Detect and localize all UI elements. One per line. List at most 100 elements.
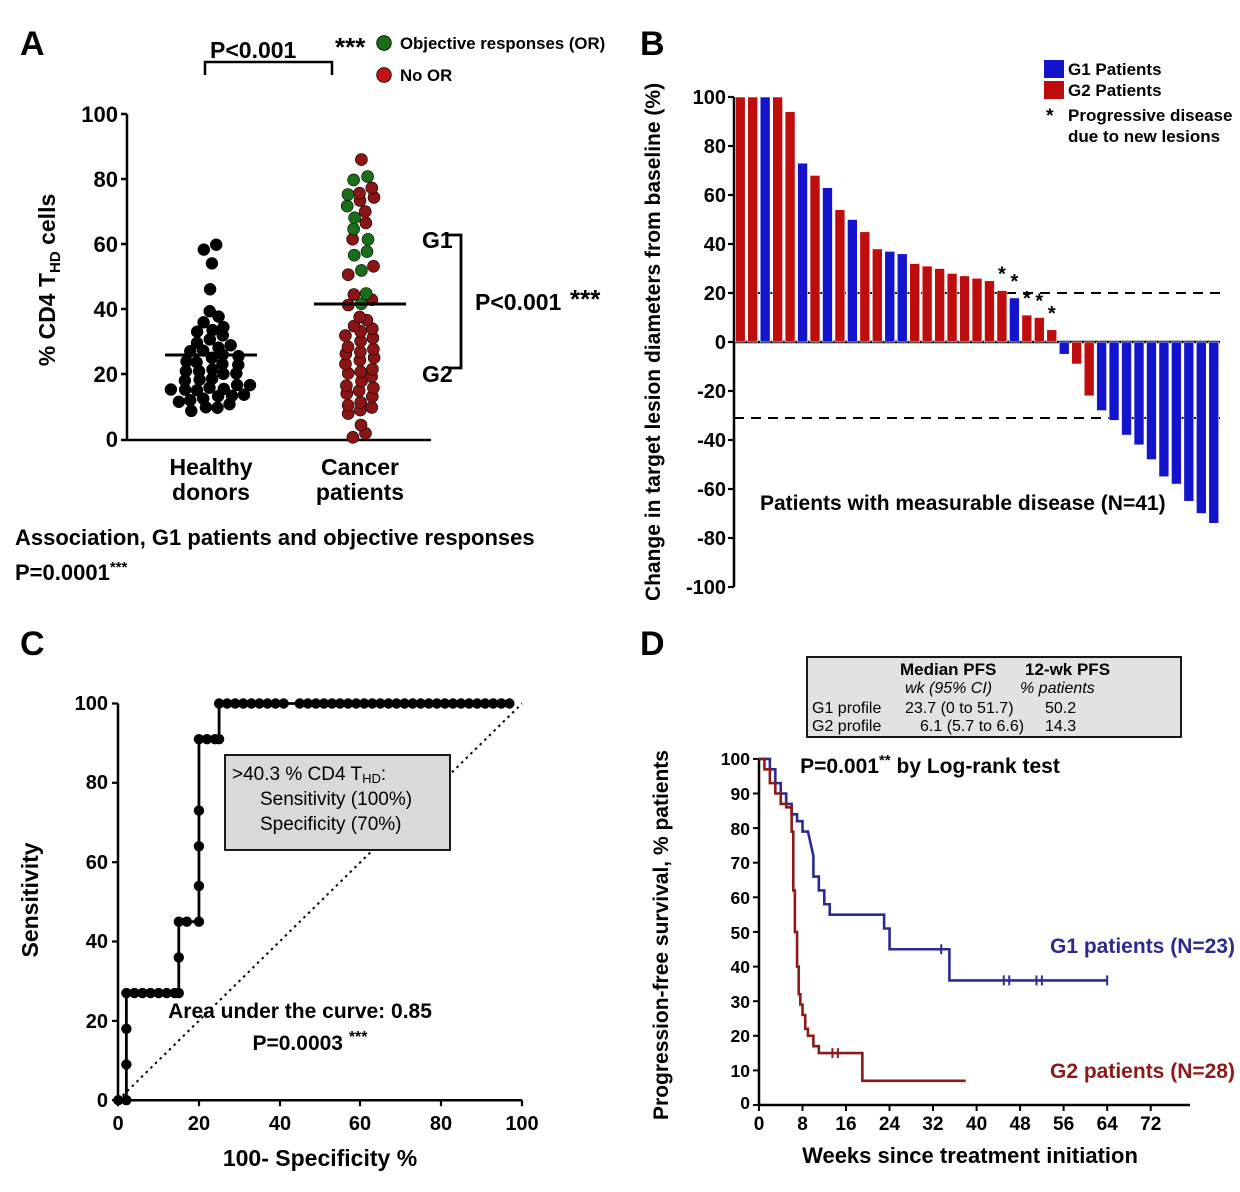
svg-text:40: 40 bbox=[269, 1113, 291, 1135]
svg-text:Sensitivity: Sensitivity bbox=[17, 842, 43, 957]
svg-text:***: *** bbox=[335, 32, 366, 62]
svg-text:0: 0 bbox=[740, 1093, 750, 1113]
svg-text:14.3: 14.3 bbox=[1045, 718, 1076, 735]
svg-text:12-wk PFS: 12-wk PFS bbox=[1025, 660, 1110, 679]
svg-text:80: 80 bbox=[704, 136, 726, 158]
svg-text:20: 20 bbox=[86, 1011, 108, 1033]
svg-text:G2 profile: G2 profile bbox=[812, 718, 881, 735]
svg-text:70: 70 bbox=[731, 853, 751, 873]
svg-text:Specificity (70%): Specificity (70%) bbox=[260, 814, 402, 835]
svg-text:Change in target lesion diamet: Change in target lesion diameters from b… bbox=[642, 83, 665, 600]
svg-text:G2 patients (N=28): G2 patients (N=28) bbox=[1050, 1060, 1235, 1083]
svg-text:100: 100 bbox=[75, 693, 108, 715]
svg-text:-60: -60 bbox=[697, 479, 726, 501]
svg-text:*: * bbox=[1048, 303, 1056, 325]
svg-text:60: 60 bbox=[704, 185, 726, 207]
svg-text:24: 24 bbox=[879, 1114, 901, 1135]
svg-text:G1: G1 bbox=[422, 227, 453, 253]
svg-text:48: 48 bbox=[1010, 1114, 1031, 1135]
svg-text:8: 8 bbox=[797, 1114, 808, 1135]
svg-text:0: 0 bbox=[754, 1114, 765, 1135]
svg-text:60: 60 bbox=[94, 232, 118, 257]
svg-text:Association, G1 patients and o: Association, G1 patients and objective r… bbox=[15, 525, 535, 550]
svg-text:G1 Patients: G1 Patients bbox=[1068, 60, 1162, 79]
svg-text:32: 32 bbox=[922, 1114, 943, 1135]
svg-text:10: 10 bbox=[731, 1061, 751, 1081]
svg-text:20: 20 bbox=[188, 1113, 210, 1135]
svg-text:80: 80 bbox=[86, 772, 108, 794]
svg-text:*: * bbox=[1010, 271, 1018, 293]
svg-text:D: D bbox=[640, 625, 665, 663]
svg-text:Progressive disease: Progressive disease bbox=[1068, 106, 1232, 125]
svg-text:0: 0 bbox=[715, 332, 726, 354]
svg-text:80: 80 bbox=[94, 167, 118, 192]
svg-text:40: 40 bbox=[704, 234, 726, 256]
svg-text:G1 patients (N=23): G1 patients (N=23) bbox=[1050, 935, 1235, 958]
svg-text:donors: donors bbox=[172, 479, 250, 505]
svg-text:B: B bbox=[640, 25, 665, 63]
svg-text:No OR: No OR bbox=[400, 66, 452, 85]
svg-text:30: 30 bbox=[731, 992, 751, 1012]
svg-text:60: 60 bbox=[731, 888, 751, 908]
svg-text:23.7 (0 to 51.7): 23.7 (0 to 51.7) bbox=[905, 700, 1014, 717]
svg-text:wk (95% CI): wk (95% CI) bbox=[905, 680, 992, 697]
svg-text:-100: -100 bbox=[686, 577, 726, 599]
svg-text:P=0.0001***: P=0.0001*** bbox=[15, 559, 127, 585]
svg-text:60: 60 bbox=[349, 1113, 371, 1135]
svg-text:***: *** bbox=[570, 284, 601, 314]
svg-text:patients: patients bbox=[316, 479, 404, 505]
svg-text:56: 56 bbox=[1053, 1114, 1074, 1135]
svg-text:Sensitivity (100%): Sensitivity (100%) bbox=[260, 789, 412, 810]
svg-text:Median PFS: Median PFS bbox=[900, 660, 996, 679]
svg-text:% CD4 THD cells: % CD4 THD cells bbox=[34, 194, 64, 367]
svg-text:-80: -80 bbox=[697, 528, 726, 550]
svg-text:*: * bbox=[1046, 105, 1054, 127]
svg-text:Cancer: Cancer bbox=[321, 454, 399, 480]
svg-text:20: 20 bbox=[94, 362, 118, 387]
svg-text:% patients: % patients bbox=[1020, 680, 1095, 697]
svg-text:0: 0 bbox=[106, 427, 118, 452]
svg-text:C: C bbox=[20, 625, 45, 663]
svg-text:60: 60 bbox=[86, 852, 108, 874]
svg-text:40: 40 bbox=[731, 957, 751, 977]
svg-text:Area under the curve: 0.85: Area under the curve: 0.85 bbox=[168, 1000, 432, 1023]
svg-text:40: 40 bbox=[94, 297, 118, 322]
svg-text:Objective responses (OR): Objective responses (OR) bbox=[400, 34, 605, 53]
svg-text:P<0.001: P<0.001 bbox=[475, 289, 562, 315]
svg-text:16: 16 bbox=[835, 1114, 856, 1135]
svg-text:*: * bbox=[1035, 291, 1043, 313]
svg-text:50: 50 bbox=[731, 923, 751, 943]
svg-text:50.2: 50.2 bbox=[1045, 700, 1076, 717]
svg-text:6.1 (5.7 to 6.6): 6.1 (5.7 to 6.6) bbox=[920, 718, 1024, 735]
svg-text:40: 40 bbox=[966, 1114, 987, 1135]
svg-text:Weeks since treatment initiati: Weeks since treatment initiation bbox=[802, 1143, 1138, 1168]
svg-text:Healthy: Healthy bbox=[169, 454, 252, 480]
svg-text:0: 0 bbox=[112, 1113, 123, 1135]
svg-text:G2: G2 bbox=[422, 361, 453, 387]
svg-text:P<0.001: P<0.001 bbox=[210, 37, 297, 63]
svg-text:64: 64 bbox=[1097, 1114, 1119, 1135]
svg-text:100: 100 bbox=[505, 1113, 538, 1135]
svg-text:P=0.001** by Log-rank test: P=0.001** by Log-rank test bbox=[800, 752, 1060, 778]
svg-text:-20: -20 bbox=[697, 381, 726, 403]
svg-text:100: 100 bbox=[693, 87, 726, 109]
svg-text:-40: -40 bbox=[697, 430, 726, 452]
svg-text:80: 80 bbox=[731, 819, 751, 839]
svg-text:20: 20 bbox=[731, 1026, 751, 1046]
svg-text:40: 40 bbox=[86, 931, 108, 953]
svg-text:100- Specificity %: 100- Specificity % bbox=[223, 1145, 417, 1171]
svg-text:100: 100 bbox=[721, 749, 750, 769]
svg-text:G1 profile: G1 profile bbox=[812, 700, 881, 717]
svg-text:A: A bbox=[20, 25, 45, 63]
svg-text:due to new lesions: due to new lesions bbox=[1068, 127, 1220, 146]
svg-text:100: 100 bbox=[81, 102, 118, 127]
svg-text:Patients with measurable disea: Patients with measurable disease (N=41) bbox=[760, 492, 1166, 515]
svg-text:G2 Patients: G2 Patients bbox=[1068, 81, 1162, 100]
svg-text:80: 80 bbox=[430, 1113, 452, 1135]
svg-text:72: 72 bbox=[1140, 1114, 1161, 1135]
svg-text:*: * bbox=[1023, 288, 1031, 310]
svg-text:90: 90 bbox=[731, 784, 751, 804]
svg-text:20: 20 bbox=[704, 283, 726, 305]
svg-text:Progression-free survival, % p: Progression-free survival, % patients bbox=[650, 750, 673, 1120]
svg-text:0: 0 bbox=[97, 1090, 108, 1112]
